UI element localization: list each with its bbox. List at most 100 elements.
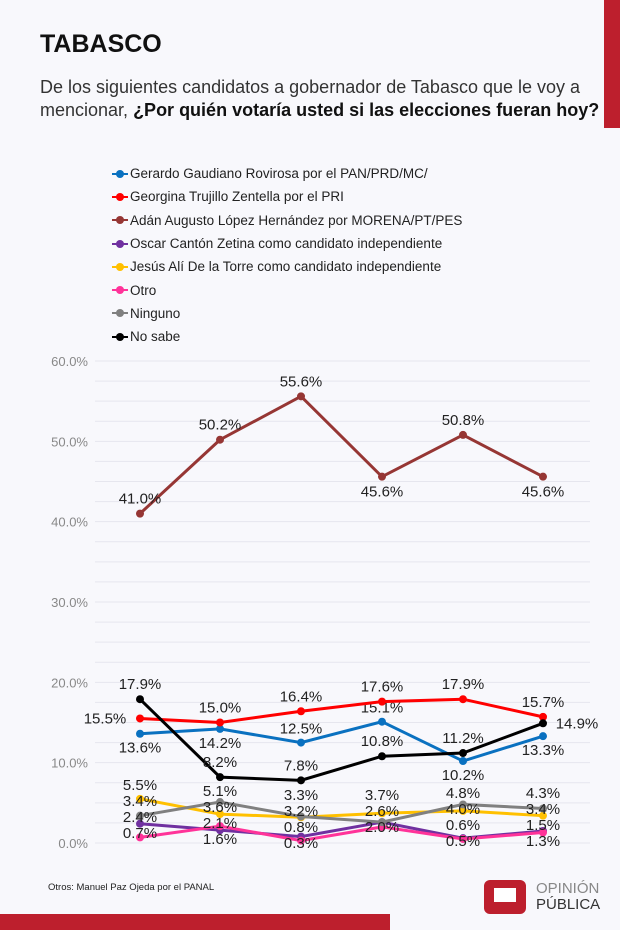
data-label: 1.5% — [526, 817, 560, 834]
data-label: 16.4% — [280, 688, 323, 705]
chart-legend: Gerardo Gaudiano Rovirosa por el PAN/PRD… — [112, 162, 462, 348]
question-text: De los siguientes candidatos a gobernado… — [40, 77, 581, 120]
data-point — [378, 809, 386, 818]
legend-marker — [112, 192, 128, 201]
legend-marker — [112, 309, 128, 318]
series-line — [138, 698, 544, 782]
data-point — [216, 773, 224, 782]
data-point — [216, 810, 224, 819]
data-label: 2.1% — [203, 815, 237, 832]
data-label: 13.6% — [119, 740, 162, 757]
data-point — [459, 430, 467, 439]
data-point — [216, 822, 224, 831]
data-point — [216, 798, 224, 807]
page-title: TABASCO — [40, 30, 162, 58]
data-point — [459, 806, 467, 815]
data-point — [539, 811, 547, 820]
data-label: 50.8% — [442, 412, 485, 429]
data-label: 4.0% — [446, 801, 480, 818]
legend-label: No sabe — [130, 329, 181, 345]
accent-bar-bottom — [0, 914, 390, 930]
logo-line2: PÚBLICA — [536, 896, 601, 913]
data-label: 0.7% — [123, 825, 157, 842]
data-point — [378, 472, 386, 481]
data-label: 3.4% — [123, 793, 157, 810]
legend-item: Ninguno — [112, 302, 462, 325]
data-point — [539, 712, 547, 721]
legend-label: Ninguno — [130, 305, 181, 321]
legend-marker — [112, 286, 128, 295]
data-label: 1.6% — [203, 831, 237, 848]
series-line — [139, 800, 544, 824]
data-point — [297, 812, 305, 821]
data-label: 0.3% — [284, 835, 318, 852]
data-label: 15.7% — [522, 694, 565, 711]
data-label: 15.5% — [84, 710, 127, 727]
data-point — [297, 836, 305, 845]
data-label: 11.2% — [442, 730, 483, 747]
question-bold: ¿Por quién votaría usted si las eleccion… — [133, 100, 600, 120]
data-point — [136, 794, 144, 803]
data-label: 1.3% — [526, 833, 560, 850]
data-label: 3.7% — [365, 787, 399, 804]
data-label: 10.8% — [361, 733, 404, 750]
logo: OPINIÓN PÚBLICA — [484, 880, 600, 914]
data-label: 3.3% — [284, 787, 318, 804]
data-point — [297, 776, 305, 785]
legend-label: Otro — [130, 282, 157, 298]
data-label: 17.9% — [119, 676, 162, 693]
legend-marker — [112, 169, 128, 178]
data-point — [539, 719, 547, 728]
data-label: 50.2% — [199, 417, 242, 434]
y-tick-label: 20.0% — [51, 675, 88, 690]
legend-label: Adán Augusto López Hernández por MORENA/… — [130, 212, 463, 228]
y-tick-label: 60.0% — [51, 354, 88, 369]
data-point — [378, 717, 386, 726]
legend-marker — [112, 239, 128, 248]
data-point — [297, 707, 305, 716]
data-label: 0.6% — [446, 817, 480, 834]
footnote: Otros: Manuel Paz Ojeda por el PANAL — [48, 882, 215, 893]
data-point — [136, 811, 144, 820]
logo-line1: OPINIÓN — [536, 880, 600, 897]
data-label: 2.0% — [365, 819, 399, 836]
data-label: 5.5% — [123, 777, 157, 794]
legend-marker — [112, 262, 128, 271]
data-label: 17.9% — [442, 676, 485, 693]
data-point — [136, 509, 144, 518]
data-point — [539, 804, 547, 813]
legend-marker — [112, 216, 128, 225]
data-point — [136, 695, 144, 704]
data-point — [539, 828, 547, 837]
legend-item: Otro — [112, 278, 462, 301]
data-label: 4.3% — [526, 785, 560, 802]
series-line — [138, 394, 544, 515]
data-point — [459, 834, 467, 843]
data-point — [297, 738, 305, 747]
data-label: 4.8% — [446, 785, 480, 802]
legend-item: Georgina Trujillo Zentella por el PRI — [112, 185, 462, 208]
data-point — [539, 732, 547, 741]
data-point — [136, 729, 144, 738]
data-point — [216, 724, 224, 733]
legend-label: Gerardo Gaudiano Rovirosa por el PAN/PRD… — [130, 166, 428, 182]
y-tick-label: 40.0% — [51, 515, 88, 530]
series-line — [139, 797, 544, 819]
data-label: 8.2% — [203, 754, 237, 771]
data-label: 13.3% — [522, 742, 565, 759]
legend-marker — [112, 332, 128, 341]
data-point — [459, 695, 467, 704]
question: De los siguientes candidatos a gobernado… — [40, 76, 600, 122]
series-line — [139, 824, 544, 843]
data-label: 15.0% — [199, 700, 242, 717]
legend-item: No sabe — [112, 325, 462, 348]
data-label: 2.4% — [123, 809, 157, 826]
series-line — [139, 720, 544, 763]
data-label: 3.6% — [203, 799, 237, 816]
data-label: 3.2% — [284, 803, 318, 820]
data-label: 5.1% — [203, 783, 237, 800]
y-tick-label: 30.0% — [51, 595, 88, 610]
data-label: 41.0% — [119, 491, 162, 508]
data-label: 7.8% — [284, 757, 318, 774]
